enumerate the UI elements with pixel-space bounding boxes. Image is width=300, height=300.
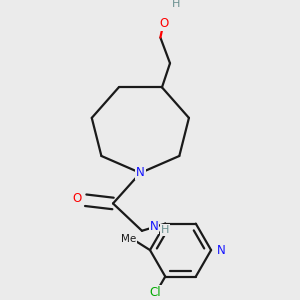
- Text: N: N: [136, 167, 145, 179]
- Text: Cl: Cl: [149, 286, 161, 299]
- Text: H: H: [161, 225, 169, 235]
- Text: H: H: [172, 0, 181, 9]
- Text: N: N: [217, 244, 226, 256]
- Text: Me: Me: [121, 234, 136, 244]
- Text: O: O: [160, 17, 169, 30]
- Text: O: O: [72, 192, 81, 205]
- Text: N: N: [150, 220, 159, 233]
